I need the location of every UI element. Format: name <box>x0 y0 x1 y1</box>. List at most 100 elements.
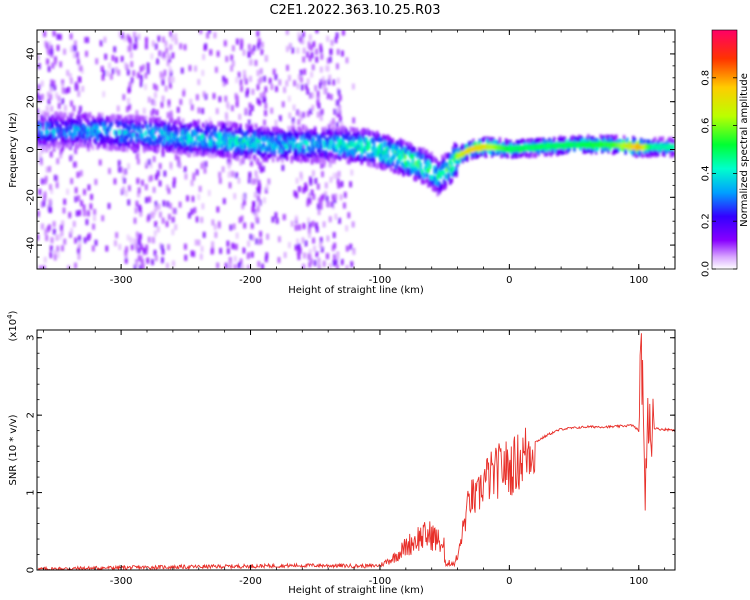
heatmap-cell <box>234 243 238 250</box>
heatmap-cell <box>517 145 520 152</box>
heatmap-cell <box>79 123 82 129</box>
heatmap-cell <box>458 152 461 159</box>
heatmap-cell <box>417 151 421 157</box>
heatmap-cell <box>540 147 544 153</box>
heatmap-cell <box>520 138 523 144</box>
heatmap-cell <box>293 129 297 135</box>
heatmap-cell <box>175 138 179 144</box>
heatmap-cell <box>483 149 486 155</box>
heatmap-cell <box>380 147 384 153</box>
heatmap-cell <box>128 122 132 128</box>
heatmap-cell <box>386 160 390 166</box>
heatmap-cell <box>319 153 323 159</box>
heatmap-cell <box>633 143 637 150</box>
heatmap-cell <box>441 170 444 176</box>
snr-series <box>37 333 675 570</box>
heatmap-cell <box>447 154 450 160</box>
heatmap-cell <box>411 168 415 174</box>
heatmap-cell <box>208 30 212 34</box>
heatmap-cell <box>90 132 93 138</box>
heatmap-cell <box>158 163 162 170</box>
heatmap-cell <box>325 253 329 260</box>
heatmap-cell <box>138 126 141 132</box>
heatmap-cell <box>245 123 249 129</box>
heatmap-cell <box>406 171 410 177</box>
heatmap-cell <box>76 171 80 178</box>
heatmap-cell <box>147 137 151 143</box>
heatmap-cell <box>203 130 207 136</box>
heatmap-cell <box>222 80 226 87</box>
x-tick-label: 0 <box>506 576 512 587</box>
heatmap-cell <box>386 134 390 140</box>
heatmap-cell <box>94 137 98 143</box>
heatmap-cell <box>217 143 221 149</box>
heatmap-cell <box>192 172 196 179</box>
heatmap-cell <box>570 141 573 148</box>
heatmap-cell <box>214 146 217 152</box>
heatmap-cell <box>281 157 284 163</box>
heatmap-cell <box>596 138 600 144</box>
heatmap-cell <box>400 161 404 167</box>
heatmap-cell <box>332 126 336 132</box>
heatmap-cell <box>174 134 177 140</box>
heatmap-cell <box>302 252 306 259</box>
heatmap-cell <box>268 77 272 84</box>
heatmap-cell <box>403 163 407 169</box>
heatmap-cell <box>249 233 253 240</box>
heatmap-cell <box>658 136 662 142</box>
heatmap-cell <box>534 140 537 146</box>
heatmap-cell <box>255 238 259 245</box>
heatmap-cell <box>314 222 318 229</box>
heatmap-cell <box>650 144 654 151</box>
heatmap-cell <box>80 134 84 140</box>
heatmap-cell <box>405 141 408 147</box>
heatmap-cell <box>161 79 165 86</box>
heatmap-cell <box>450 177 454 183</box>
heatmap-cell <box>150 133 154 139</box>
heatmap-cell <box>591 139 595 145</box>
heatmap-cell <box>669 138 672 144</box>
heatmap-cell <box>392 144 396 150</box>
heatmap-cell <box>48 224 52 231</box>
heatmap-cell <box>465 154 469 160</box>
heatmap-cell <box>158 211 162 218</box>
heatmap-cell <box>346 133 349 139</box>
heatmap-cell <box>321 171 325 178</box>
heatmap-cell <box>139 115 143 121</box>
heatmap-cell <box>351 83 355 90</box>
heatmap-cell <box>667 148 671 154</box>
heatmap-cell <box>74 124 78 130</box>
heatmap-cell <box>413 151 416 157</box>
heatmap-cell <box>293 155 297 161</box>
heatmap-cell <box>326 155 329 161</box>
heatmap-cell <box>410 143 413 149</box>
heatmap-cell <box>264 102 268 109</box>
heatmap-cell <box>68 130 72 136</box>
heatmap-cell <box>590 141 593 148</box>
heatmap-cell <box>562 149 565 155</box>
heatmap-cell <box>560 149 564 155</box>
heatmap-cell <box>389 141 393 147</box>
heatmap-cell <box>343 149 346 155</box>
heatmap-cell <box>334 213 338 220</box>
heatmap-cell <box>538 140 542 146</box>
heatmap-cell <box>295 131 298 137</box>
heatmap-cell <box>127 118 131 124</box>
heatmap-cell <box>607 141 610 148</box>
heatmap-cell <box>227 162 231 169</box>
heatmap-cell <box>163 170 167 177</box>
heatmap-cell <box>345 245 349 252</box>
heatmap-cell <box>332 79 336 86</box>
heatmap-cell <box>140 258 144 265</box>
heatmap-cell <box>257 143 261 149</box>
heatmap-cell <box>113 46 117 53</box>
heatmap-cell <box>428 181 432 187</box>
heatmap-cell <box>279 144 283 150</box>
heatmap-cell <box>257 38 261 45</box>
heatmap-cell <box>391 143 395 149</box>
heatmap-cell <box>274 126 278 132</box>
heatmap-cell <box>85 50 89 57</box>
heatmap-cell <box>73 132 76 138</box>
heatmap-cell <box>256 84 260 91</box>
heatmap-cell <box>385 163 388 169</box>
